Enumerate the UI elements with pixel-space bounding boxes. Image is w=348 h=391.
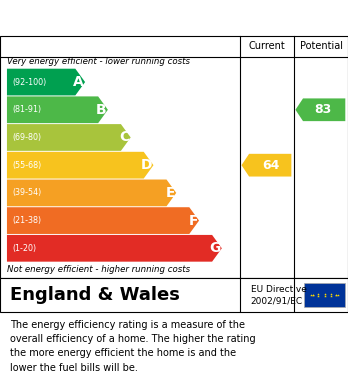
Text: EU Directive
2002/91/EC: EU Directive 2002/91/EC: [251, 285, 307, 305]
Polygon shape: [7, 207, 199, 234]
Text: F: F: [189, 213, 198, 228]
FancyBboxPatch shape: [303, 283, 346, 307]
Text: The energy efficiency rating is a measure of the
overall efficiency of a home. T: The energy efficiency rating is a measur…: [10, 319, 256, 373]
Text: Potential: Potential: [300, 41, 342, 51]
Text: (55-68): (55-68): [12, 161, 41, 170]
Text: England & Wales: England & Wales: [10, 286, 180, 304]
Text: (69-80): (69-80): [12, 133, 41, 142]
Text: A: A: [73, 75, 84, 89]
Polygon shape: [7, 152, 153, 179]
Text: Current: Current: [249, 41, 285, 51]
Text: E: E: [166, 186, 175, 200]
Text: D: D: [141, 158, 152, 172]
Text: Not energy efficient - higher running costs: Not energy efficient - higher running co…: [7, 265, 190, 274]
Text: Very energy efficient - lower running costs: Very energy efficient - lower running co…: [7, 57, 190, 66]
Polygon shape: [7, 69, 85, 95]
Polygon shape: [7, 235, 222, 262]
Text: C: C: [119, 131, 129, 145]
Text: B: B: [96, 103, 107, 117]
Text: (1-20): (1-20): [12, 244, 36, 253]
Polygon shape: [242, 154, 291, 177]
Text: (39-54): (39-54): [12, 188, 41, 197]
Polygon shape: [7, 124, 131, 151]
Text: 64: 64: [262, 159, 279, 172]
Polygon shape: [7, 97, 108, 123]
Polygon shape: [7, 179, 176, 206]
Text: (21-38): (21-38): [12, 216, 41, 225]
Text: Energy Efficiency Rating: Energy Efficiency Rating: [10, 9, 239, 27]
Text: 83: 83: [315, 103, 332, 116]
Text: G: G: [209, 241, 221, 255]
Polygon shape: [295, 99, 345, 121]
Text: (81-91): (81-91): [12, 105, 41, 114]
Text: (92-100): (92-100): [12, 77, 46, 86]
